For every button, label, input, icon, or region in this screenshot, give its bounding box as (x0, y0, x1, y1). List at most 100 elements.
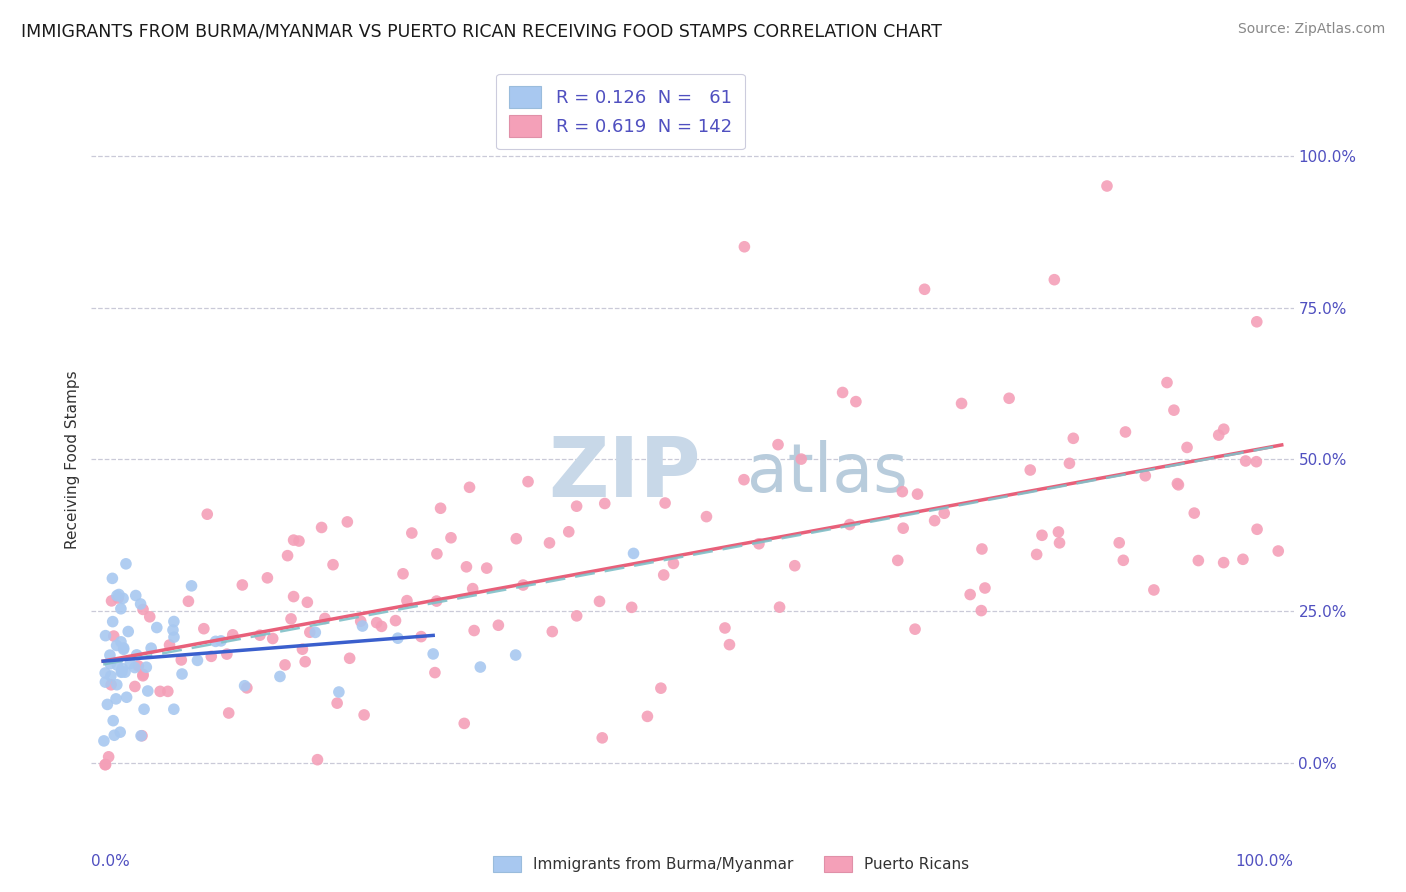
Point (132, 702, 155, 716)
Point (108, 725, 131, 739)
Point (1208, 428, 1230, 442)
Point (97, 749, 120, 764)
Point (262, 632, 284, 646)
Point (458, 480, 481, 494)
Point (103, 728, 125, 742)
Point (1212, 556, 1234, 570)
Point (93, 734, 115, 748)
Point (733, 240, 755, 254)
Point (352, 619, 374, 633)
Point (395, 593, 418, 607)
Point (249, 628, 271, 642)
Point (120, 657, 142, 671)
Point (845, 394, 868, 409)
Point (131, 729, 153, 743)
Point (565, 499, 588, 513)
Point (486, 618, 509, 632)
Point (733, 473, 755, 487)
Point (748, 537, 770, 551)
Point (904, 622, 927, 636)
Point (100, 669, 122, 683)
Point (336, 515, 359, 529)
Point (970, 541, 993, 556)
Point (209, 634, 232, 648)
Point (159, 638, 181, 652)
Point (1047, 524, 1070, 539)
Point (565, 608, 588, 623)
Point (411, 630, 433, 644)
Point (170, 667, 193, 681)
Point (112, 642, 135, 657)
Point (1163, 403, 1185, 417)
Point (94, 675, 117, 690)
Point (100, 594, 122, 608)
Legend: Immigrants from Burma/Myanmar, Puerto Ricans: Immigrants from Burma/Myanmar, Puerto Ri… (485, 848, 977, 880)
Point (112, 640, 135, 655)
Point (269, 669, 291, 683)
Point (505, 648, 527, 662)
Point (505, 532, 527, 546)
Point (970, 604, 993, 618)
Point (654, 496, 676, 510)
Point (950, 396, 973, 410)
Point (297, 595, 319, 609)
Point (186, 653, 208, 667)
Point (1108, 536, 1130, 550)
Point (111, 665, 134, 679)
Point (1095, 179, 1118, 194)
Point (156, 684, 179, 698)
Point (387, 631, 409, 645)
Point (517, 475, 540, 489)
Point (891, 521, 914, 535)
Point (124, 680, 146, 694)
Point (132, 669, 155, 683)
Point (423, 665, 446, 680)
Point (1059, 456, 1081, 470)
Point (127, 659, 149, 673)
Point (96, 698, 118, 712)
Point (283, 590, 305, 604)
Point (124, 660, 146, 674)
Point (280, 612, 302, 626)
Point (231, 578, 253, 592)
Point (959, 588, 981, 602)
Point (914, 282, 936, 296)
Point (222, 628, 245, 642)
Point (350, 614, 373, 628)
Legend: R = 0.126  N =   61, R = 0.619  N = 142: R = 0.126 N = 61, R = 0.619 N = 142 (496, 74, 745, 150)
Point (288, 534, 311, 549)
Point (215, 647, 238, 661)
Point (426, 547, 449, 561)
Point (101, 571, 124, 585)
Point (105, 658, 128, 673)
Point (1135, 468, 1157, 483)
Point (714, 621, 737, 635)
Point (1246, 522, 1268, 536)
Point (98, 657, 121, 671)
Point (322, 558, 344, 572)
Point (558, 524, 581, 539)
Point (291, 642, 314, 657)
Point (1062, 431, 1084, 445)
Point (1212, 422, 1234, 436)
Point (591, 731, 613, 745)
Point (470, 660, 492, 674)
Point (1043, 273, 1066, 287)
Point (94, 757, 117, 772)
Point (105, 639, 128, 653)
Point (838, 517, 860, 532)
Point (298, 625, 321, 640)
Point (103, 714, 125, 728)
Point (1234, 454, 1257, 468)
Point (652, 568, 675, 582)
Point (512, 578, 534, 592)
Point (146, 621, 169, 635)
Point (463, 624, 485, 638)
Point (141, 641, 163, 656)
Point (620, 600, 643, 615)
Point (766, 437, 789, 451)
Point (114, 665, 136, 680)
Point (790, 452, 813, 467)
Point (326, 696, 349, 710)
Point (236, 681, 259, 695)
